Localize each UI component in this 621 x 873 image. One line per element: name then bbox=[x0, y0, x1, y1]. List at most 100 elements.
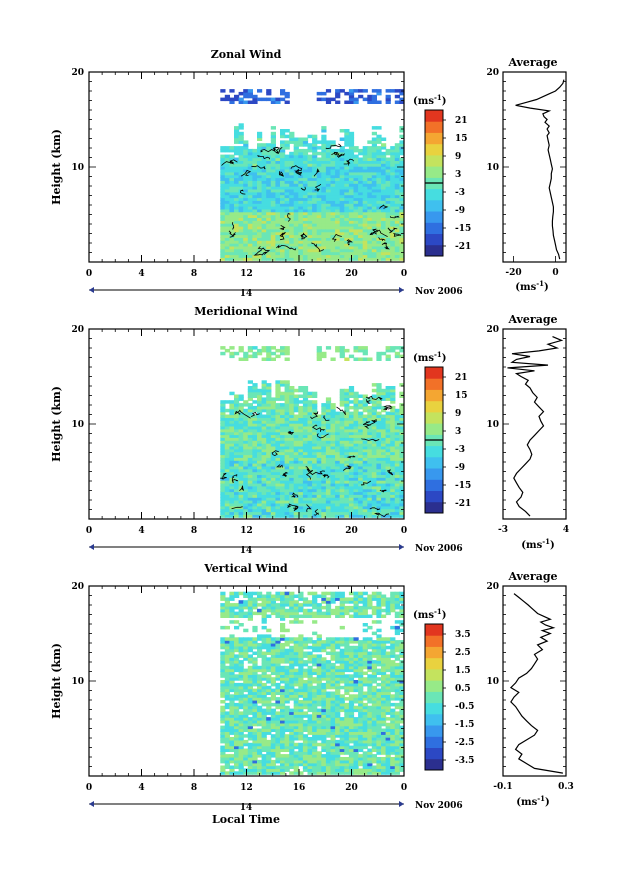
meridional-heatmap-cell bbox=[275, 440, 281, 444]
vertical-heatmap-cell bbox=[275, 697, 281, 701]
zonal-heatmap-cell bbox=[325, 240, 332, 244]
zonal-heatmap-cell bbox=[353, 180, 359, 184]
zonal-heatmap-cell bbox=[371, 217, 377, 221]
meridional-heatmap-cell bbox=[330, 403, 336, 407]
meridional-heatmap-cell bbox=[298, 423, 304, 427]
meridional-heatmap-cell bbox=[325, 428, 332, 433]
meridional-heatmap-cell bbox=[298, 488, 304, 493]
zonal-heatmap-cell bbox=[353, 203, 359, 207]
zonal-heatmap-cell bbox=[358, 180, 364, 184]
meridional-heatmap-cell bbox=[307, 437, 313, 441]
meridional-heatmap-cell bbox=[362, 431, 368, 436]
zonal-heatmap-cell bbox=[289, 220, 295, 224]
zonal-heatmap-cell bbox=[252, 151, 258, 156]
meridional-heatmap bbox=[220, 346, 404, 518]
vertical-heatmap-cell bbox=[266, 660, 272, 664]
meridional-heatmap-cell bbox=[275, 477, 281, 481]
vertical-heatmap-cell bbox=[220, 603, 226, 607]
vertical-heatmap-cell bbox=[298, 759, 304, 764]
meridional-heatmap-cell bbox=[376, 403, 382, 407]
zonal-heatmap-cell bbox=[275, 220, 281, 224]
meridional-heatmap-cell bbox=[224, 485, 230, 490]
meridional-heatmap-cell bbox=[353, 357, 359, 361]
meridional-heatmap-cell bbox=[316, 437, 322, 441]
vertical-heatmap-cell bbox=[298, 662, 304, 667]
meridional-heatmap-cell bbox=[298, 491, 304, 495]
zonal-heatmap-cell bbox=[339, 188, 345, 193]
zonal-heatmap-cell bbox=[353, 234, 359, 238]
meridional-heatmap-cell bbox=[275, 465, 281, 470]
zonal-heatmap-cell bbox=[376, 151, 382, 156]
meridional-heatmap-cell bbox=[358, 394, 364, 398]
meridional-heatmap-cell bbox=[348, 488, 355, 493]
vertical-heatmap-cell bbox=[284, 759, 290, 764]
meridional-heatmap-cell bbox=[234, 477, 240, 481]
meridional-heatmap-cell bbox=[376, 451, 382, 456]
vertical-heatmap-cell bbox=[275, 722, 281, 727]
vertical-heatmap-cell bbox=[220, 720, 226, 724]
zonal-heatmap-cell bbox=[238, 245, 244, 250]
zonal-heatmap-cell bbox=[399, 188, 404, 193]
vertical-heatmap-cell bbox=[298, 762, 304, 767]
meridional-heatmap-cell bbox=[261, 491, 267, 495]
vertical-heatmap-cell bbox=[243, 628, 249, 633]
meridional-heatmap-cell bbox=[270, 411, 276, 416]
meridional-heatmap-cell bbox=[381, 397, 387, 401]
meridional-heatmap-cell bbox=[316, 474, 322, 478]
zonal-heatmap-cell bbox=[339, 160, 345, 164]
meridional-heatmap-cell bbox=[243, 443, 249, 447]
zonal-heatmap-cell bbox=[353, 157, 359, 161]
zonal-heatmap-cell bbox=[224, 243, 230, 247]
zonal-heatmap-cell bbox=[312, 177, 318, 181]
zonal-heatmap-cell bbox=[371, 188, 377, 193]
zonal-heatmap-cell bbox=[399, 257, 404, 261]
meridional-heatmap-cell bbox=[275, 494, 281, 498]
vertical-heatmap-cell bbox=[257, 762, 263, 767]
zonal-heatmap-cell bbox=[229, 208, 235, 213]
zonal-heatmap-cell bbox=[399, 177, 404, 181]
meridional-heatmap-cell bbox=[247, 451, 253, 456]
meridional-heatmap-cell bbox=[220, 508, 226, 513]
vertical-heatmap-cell bbox=[284, 614, 290, 618]
meridional-contour bbox=[363, 419, 377, 429]
meridional-heatmap-cell bbox=[234, 488, 240, 493]
zonal-heatmap-cell bbox=[335, 211, 341, 216]
vertical-heatmap-cell bbox=[257, 677, 263, 681]
vertical-heatmap-cell bbox=[234, 648, 240, 653]
meridional-heatmap-cell bbox=[289, 502, 295, 507]
vertical-heatmap-cell bbox=[238, 682, 244, 687]
zonal-heatmap-cell bbox=[390, 248, 396, 253]
zonal-heatmap-cell bbox=[371, 231, 377, 236]
vertical-heatmap-cell bbox=[266, 640, 272, 644]
zonal-heatmap-cell bbox=[321, 91, 327, 96]
meridional-heatmap-cell bbox=[280, 397, 286, 401]
vertical-heatmap-cell bbox=[224, 677, 230, 681]
zonal-heatmap-cell bbox=[307, 174, 313, 179]
zonal-heatmap-cell bbox=[270, 214, 276, 218]
vertical-heatmap-cell bbox=[289, 742, 295, 747]
zonal-heatmap-cell bbox=[243, 191, 249, 196]
zonal-heatmap-cell bbox=[362, 148, 368, 153]
vertical-heatmap-cell bbox=[247, 671, 253, 675]
zonal-heatmap-cell bbox=[344, 220, 350, 224]
vertical-heatmap-cell bbox=[261, 654, 267, 658]
zonal-heatmap-cell bbox=[220, 234, 226, 238]
vertical-heatmap-cell bbox=[234, 737, 240, 741]
zonal-heatmap-cell bbox=[284, 160, 290, 164]
zonal-heatmap-cell bbox=[353, 245, 359, 250]
zonal-heatmap-cell bbox=[243, 160, 249, 164]
vertical-heatmap-cell bbox=[266, 754, 272, 758]
meridional-heatmap-cell bbox=[280, 408, 286, 413]
zonal-heatmap-cell bbox=[307, 203, 313, 207]
vertical-heatmap-cell bbox=[280, 711, 286, 715]
meridional-heatmap-cell bbox=[385, 391, 391, 396]
vertical-heatmap-cell bbox=[284, 640, 290, 644]
zonal-heatmap-cell bbox=[399, 91, 404, 96]
vertical-heatmap-cell bbox=[261, 765, 267, 769]
meridional-heatmap-cell bbox=[270, 491, 276, 495]
meridional-heatmap-cell bbox=[270, 511, 276, 515]
zonal-heatmap-cell bbox=[243, 186, 249, 190]
zonal-heatmap-cell bbox=[348, 143, 355, 147]
meridional-heatmap-cell bbox=[358, 403, 364, 407]
zonal-heatmap-cell bbox=[234, 134, 240, 139]
